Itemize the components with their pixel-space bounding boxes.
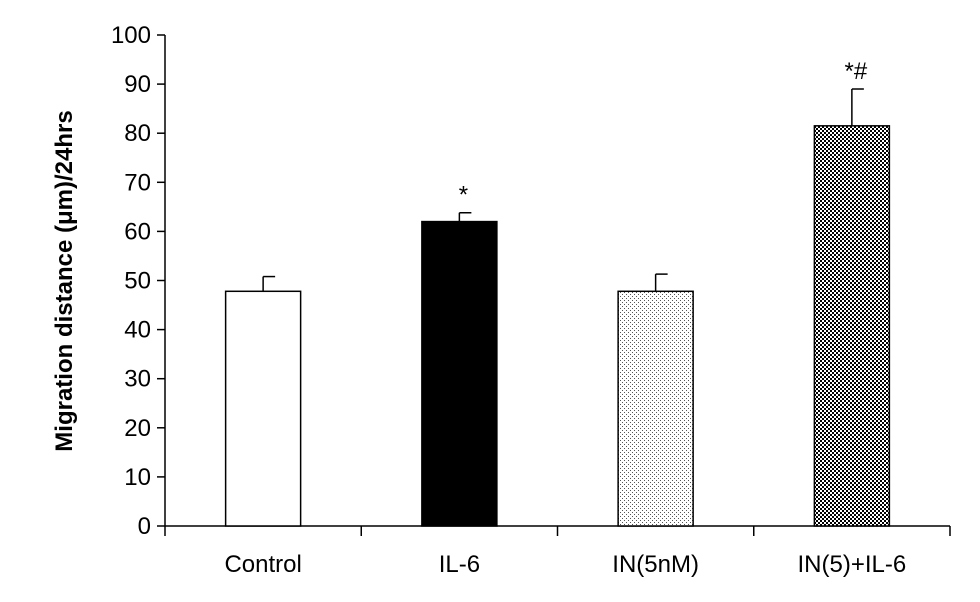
significance-marker: *# [845,58,868,85]
y-tick-label: 10 [124,464,151,491]
y-tick-label: 90 [124,71,151,98]
bars: * *# [224,58,891,527]
x-category-label: IN(5nM) [612,551,699,578]
y-tick-label: 40 [124,317,151,344]
y-tick-label: 70 [124,169,151,196]
y-tick-label: 50 [124,268,151,295]
y-axis: 0 10 20 30 40 50 60 70 80 90 100 [111,22,166,540]
bar [224,290,302,527]
bar [617,290,694,527]
bar [813,125,891,527]
y-axis-label: Migration distance (μm)/24hrs [51,110,78,451]
y-tick-label: 30 [124,366,151,393]
y-tick-label: 80 [124,120,151,147]
x-category-label: Control [224,551,301,578]
y-tick-label: 20 [124,415,151,442]
x-category-label: IL-6 [439,551,480,578]
significance-marker: * [459,182,468,209]
y-tick-label: 0 [138,513,151,540]
x-axis: Control IL-6 IN(5nM) IN(5)+IL-6 [164,525,951,578]
y-tick-label: 60 [124,218,151,245]
x-category-label: IN(5)+IL-6 [798,551,907,578]
y-tick-label: 100 [111,22,151,49]
bar [421,220,498,527]
